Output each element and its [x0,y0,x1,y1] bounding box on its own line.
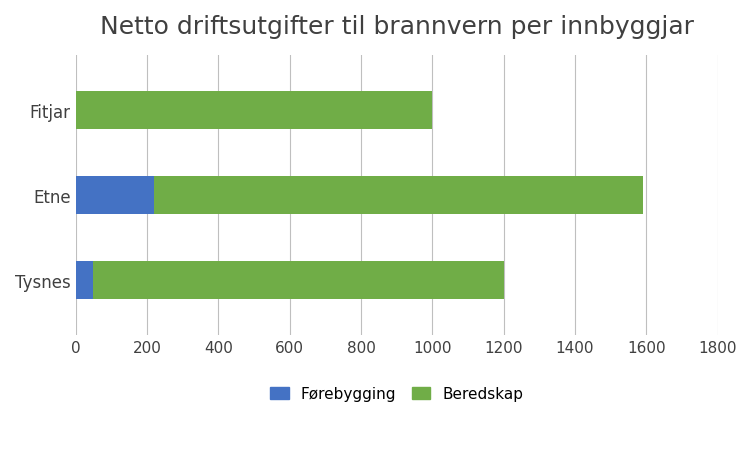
Bar [76,261,93,299]
Bar [154,176,643,215]
Bar [93,261,504,299]
Bar [76,176,154,215]
Title: Netto driftsutgifter til brannvern per innbyggjar: Netto driftsutgifter til brannvern per i… [100,15,693,39]
Bar [76,92,432,130]
Legend: Førebygging, Beredskap: Førebygging, Beredskap [262,379,531,409]
